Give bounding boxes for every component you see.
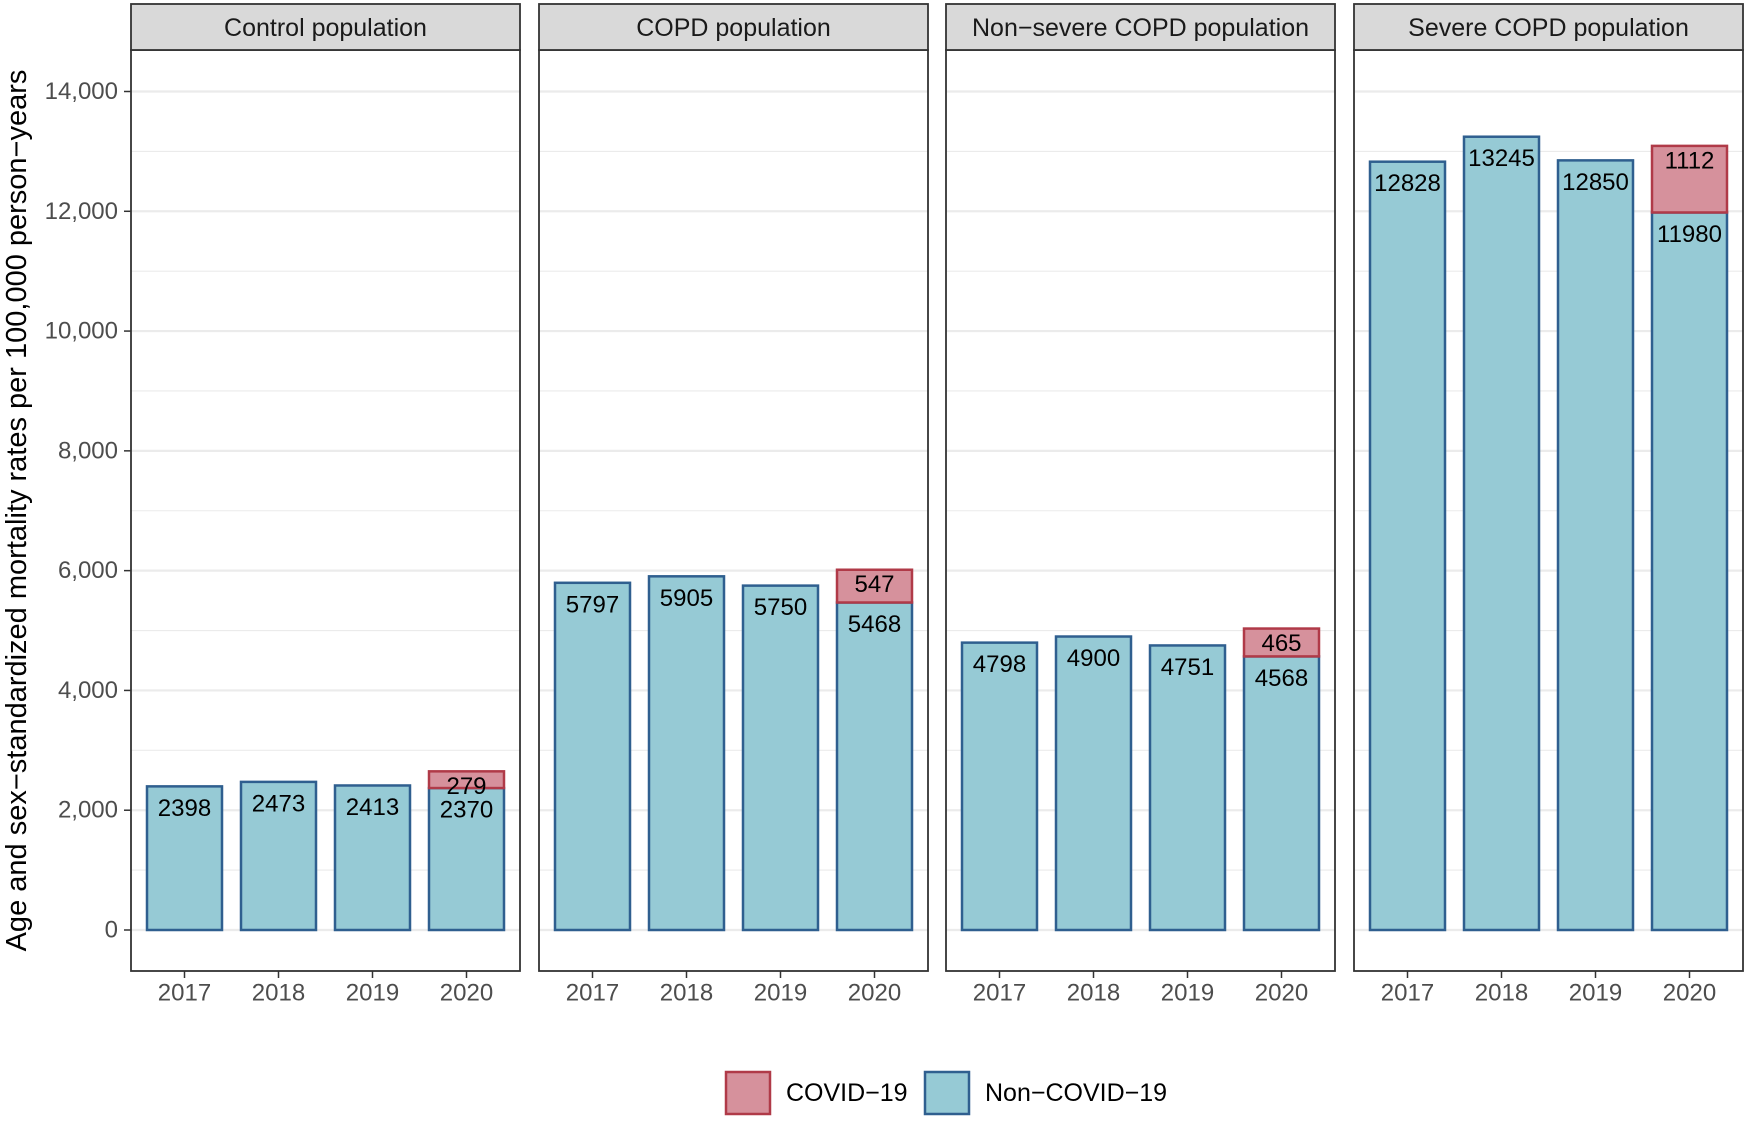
facet-title: Severe COPD population <box>1408 14 1689 42</box>
bar-non-covid <box>1462 135 1541 932</box>
data-label-non-covid: 4900 <box>1067 645 1120 672</box>
x-tick-label: 2018 <box>660 980 713 1007</box>
x-tick-label: 2017 <box>566 980 619 1007</box>
y-tick-label: 4,000 <box>58 677 118 704</box>
bar-covid <box>1242 627 1321 658</box>
y-tick-label: 8,000 <box>58 437 118 464</box>
bar-non-covid <box>647 575 726 932</box>
legend-label: Non−COVID−19 <box>985 1079 1167 1107</box>
facet-title: Control population <box>224 14 427 42</box>
facet-strip <box>1353 3 1744 51</box>
data-label-non-covid: 5750 <box>754 594 807 621</box>
bar-non-covid <box>835 601 914 932</box>
bar-non-covid <box>239 780 318 932</box>
data-label-non-covid: 11980 <box>1657 221 1722 248</box>
x-tick-label: 2019 <box>754 980 807 1007</box>
data-label-covid: 547 <box>854 571 894 598</box>
x-tick-label: 2017 <box>158 980 211 1007</box>
data-label-non-covid: 13245 <box>1468 145 1535 172</box>
data-label-non-covid: 2398 <box>158 795 211 822</box>
bar-covid <box>1650 144 1729 214</box>
bar-non-covid <box>333 784 412 932</box>
bar-non-covid <box>1368 160 1447 932</box>
bar-non-covid <box>960 641 1039 932</box>
data-label-non-covid: 4751 <box>1161 654 1214 681</box>
x-tick-label: 2017 <box>1381 980 1434 1007</box>
data-label-non-covid: 12850 <box>1562 169 1629 196</box>
facet-strip <box>945 3 1336 51</box>
bar-non-covid <box>1242 655 1321 932</box>
data-label-non-covid: 2370 <box>440 797 493 824</box>
y-tick-label: 2,000 <box>58 797 118 824</box>
legend-key <box>724 1070 772 1116</box>
y-tick-label: 10,000 <box>45 318 118 345</box>
bar-covid <box>835 568 914 604</box>
bar-non-covid <box>741 584 820 932</box>
data-label-covid: 465 <box>1261 630 1301 657</box>
x-tick-label: 2019 <box>346 980 399 1007</box>
x-tick-label: 2020 <box>1255 980 1308 1007</box>
facet-title: Non−severe COPD population <box>972 14 1309 42</box>
bar-non-covid <box>1148 644 1227 932</box>
bar-non-covid <box>145 785 224 932</box>
bar-non-covid <box>1556 159 1635 932</box>
x-tick-label: 2017 <box>973 980 1026 1007</box>
data-label-non-covid: 5905 <box>660 585 713 612</box>
x-tick-label: 2018 <box>1067 980 1120 1007</box>
facet-title: COPD population <box>636 14 831 42</box>
bar-non-covid <box>1054 635 1133 932</box>
legend-label: COVID−19 <box>786 1079 908 1107</box>
facet-strip <box>538 3 929 51</box>
x-tick-label: 2020 <box>440 980 493 1007</box>
x-tick-label: 2020 <box>1663 980 1716 1007</box>
x-tick-label: 2020 <box>848 980 901 1007</box>
legend-key <box>923 1070 971 1116</box>
data-label-non-covid: 4568 <box>1255 665 1308 692</box>
y-axis-title: Age and sex−standardized mortality rates… <box>1 70 33 952</box>
data-label-non-covid: 12828 <box>1374 170 1441 197</box>
data-label-non-covid: 5468 <box>848 611 901 638</box>
data-label-covid: 279 <box>446 773 486 800</box>
bar-covid <box>427 770 506 790</box>
data-label-non-covid: 2413 <box>346 794 399 821</box>
data-label-non-covid: 4798 <box>973 651 1026 678</box>
y-tick-label: 0 <box>105 917 118 944</box>
bar-non-covid <box>1650 211 1729 932</box>
x-tick-label: 2019 <box>1161 980 1214 1007</box>
bar-non-covid <box>553 581 632 932</box>
data-label-non-covid: 5797 <box>566 591 619 618</box>
facet-strip <box>130 3 521 51</box>
y-tick-label: 6,000 <box>58 557 118 584</box>
x-tick-label: 2018 <box>1475 980 1528 1007</box>
y-tick-label: 12,000 <box>45 198 118 225</box>
data-label-covid: 1112 <box>1665 147 1715 174</box>
y-tick-label: 14,000 <box>45 78 118 105</box>
x-tick-label: 2019 <box>1569 980 1622 1007</box>
data-label-non-covid: 2473 <box>252 790 305 817</box>
x-tick-label: 2018 <box>252 980 305 1007</box>
